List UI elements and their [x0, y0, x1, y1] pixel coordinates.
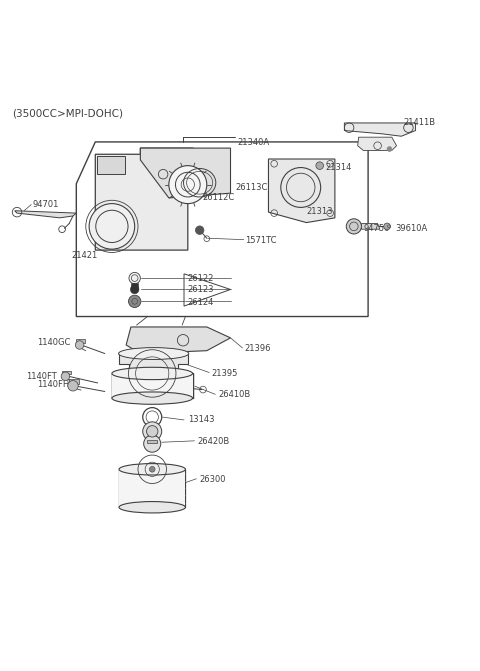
Polygon shape	[119, 354, 188, 376]
Text: 1140GC: 1140GC	[37, 338, 71, 347]
Circle shape	[387, 147, 392, 152]
Circle shape	[131, 285, 139, 294]
Circle shape	[89, 203, 135, 249]
Polygon shape	[358, 137, 396, 150]
Circle shape	[149, 466, 155, 472]
Text: 21340A: 21340A	[238, 138, 270, 148]
Text: 13143: 13143	[188, 415, 214, 425]
Polygon shape	[361, 223, 380, 229]
Text: 21411B: 21411B	[404, 117, 436, 127]
Text: 94750: 94750	[363, 223, 390, 233]
Text: 26410B: 26410B	[219, 390, 251, 399]
Text: 21314: 21314	[325, 162, 352, 172]
Text: 26123: 26123	[188, 285, 214, 295]
Ellipse shape	[112, 392, 192, 405]
Circle shape	[346, 219, 361, 234]
Polygon shape	[96, 148, 212, 250]
Text: 21421: 21421	[72, 252, 98, 260]
Text: 94701: 94701	[32, 200, 59, 209]
Circle shape	[146, 425, 158, 437]
Circle shape	[169, 166, 207, 203]
Text: 1571TC: 1571TC	[245, 236, 276, 245]
Text: 21396: 21396	[245, 344, 271, 354]
Polygon shape	[344, 123, 416, 136]
Text: (3500CC>MPI-DOHC): (3500CC>MPI-DOHC)	[12, 109, 123, 119]
Circle shape	[61, 372, 70, 380]
Circle shape	[195, 226, 204, 234]
Text: 1140FT: 1140FT	[26, 372, 57, 381]
Text: 26122: 26122	[188, 274, 214, 283]
Bar	[96, 156, 125, 174]
Polygon shape	[140, 148, 230, 198]
Text: 26113C: 26113C	[235, 183, 268, 192]
Bar	[149, 431, 156, 441]
Circle shape	[68, 380, 78, 391]
Bar	[131, 283, 138, 288]
Text: 26300: 26300	[200, 475, 226, 484]
Polygon shape	[126, 327, 230, 354]
Text: 21395: 21395	[212, 369, 238, 378]
Bar	[147, 440, 157, 443]
Text: 21313: 21313	[306, 207, 333, 215]
Text: 26112C: 26112C	[202, 193, 234, 203]
Circle shape	[75, 341, 84, 350]
Bar	[119, 469, 185, 507]
Text: 26420B: 26420B	[197, 437, 229, 446]
Ellipse shape	[123, 370, 184, 381]
Ellipse shape	[119, 501, 185, 513]
Text: 1140FH: 1140FH	[37, 380, 70, 389]
Bar	[69, 379, 79, 384]
Circle shape	[144, 435, 161, 452]
Circle shape	[129, 295, 141, 307]
Circle shape	[384, 223, 390, 229]
Bar	[112, 374, 192, 398]
Text: 26124: 26124	[188, 298, 214, 307]
Polygon shape	[14, 211, 76, 218]
Text: 39610A: 39610A	[395, 223, 427, 233]
Circle shape	[316, 162, 324, 170]
Circle shape	[143, 422, 162, 441]
Ellipse shape	[112, 367, 192, 380]
Ellipse shape	[119, 464, 185, 475]
Circle shape	[129, 272, 140, 284]
Ellipse shape	[119, 348, 189, 360]
Circle shape	[170, 185, 178, 192]
Bar	[62, 370, 71, 374]
Bar	[76, 340, 85, 343]
Polygon shape	[268, 159, 335, 223]
